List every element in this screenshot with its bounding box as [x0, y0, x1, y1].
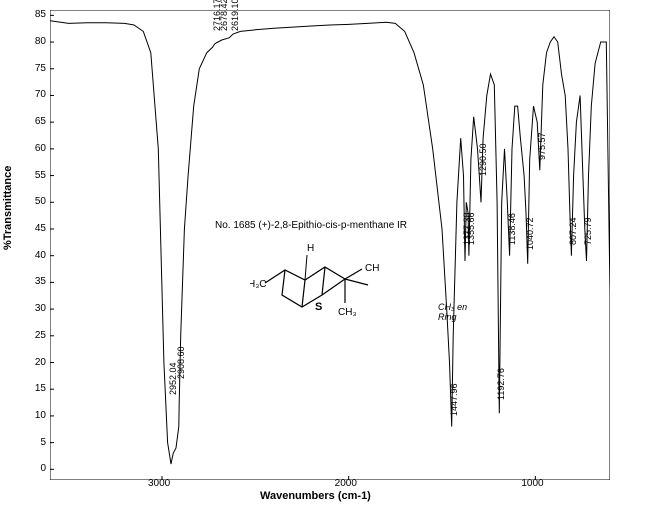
y-tick-45: 45 [21, 223, 46, 234]
x-tick-3000: 3000 [148, 478, 170, 489]
spectrum-title: No. 1685 (+)-2,8-Epithio-cis-p-menthane … [215, 220, 407, 231]
x-tick-1000: 1000 [521, 478, 543, 489]
ring-annotation: CH₃ en Ring [438, 302, 478, 322]
y-tick-15: 15 [21, 383, 46, 394]
y-tick-0: 0 [21, 463, 46, 474]
y-tick-60: 60 [21, 143, 46, 154]
atom-ch3-2: CH₃ [365, 263, 380, 274]
atom-ch3-1: H₃C [250, 279, 267, 290]
molecule-structure: H H₃C S CH₃ CH₃ [250, 235, 380, 335]
x-axis-label: Wavenumbers (cm-1) [260, 490, 371, 502]
peak-label: 2908.60 [176, 346, 186, 379]
y-tick-5: 5 [21, 437, 46, 448]
peak-label: 1290.50 [478, 143, 488, 176]
y-tick-65: 65 [21, 116, 46, 127]
y-tick-85: 85 [21, 9, 46, 20]
peak-label: 725.79 [583, 217, 593, 245]
peak-label: 2619.10, 81.524 [230, 0, 240, 31]
peak-label: 975.57 [537, 132, 547, 160]
ir-spectrum-plot: No. 1685 (+)-2,8-Epithio-cis-p-menthane … [50, 10, 610, 480]
y-tick-25: 25 [21, 330, 46, 341]
y-tick-80: 80 [21, 36, 46, 47]
peak-label: 1040.72 [525, 218, 535, 251]
y-tick-50: 50 [21, 196, 46, 207]
peak-label: 1355.66 [466, 212, 476, 245]
y-tick-30: 30 [21, 303, 46, 314]
atom-s: S [315, 301, 322, 313]
y-tick-70: 70 [21, 89, 46, 100]
peak-label: 1447.96 [449, 383, 459, 416]
x-tick-2000: 2000 [335, 478, 357, 489]
y-tick-55: 55 [21, 170, 46, 181]
y-tick-40: 40 [21, 250, 46, 261]
atom-h: H [307, 243, 314, 254]
y-tick-20: 20 [21, 357, 46, 368]
y-tick-10: 10 [21, 410, 46, 421]
peak-label: 2678.42, 80.388 [219, 0, 229, 31]
y-tick-75: 75 [21, 63, 46, 74]
atom-ch3-3: CH₃ [338, 307, 357, 318]
peak-label: 1192.76 [496, 368, 506, 400]
y-axis-label: %Transmittance [2, 166, 14, 250]
peak-label: 1138.46 [507, 213, 517, 245]
peak-label: 807.24 [568, 217, 578, 245]
y-tick-35: 35 [21, 276, 46, 287]
